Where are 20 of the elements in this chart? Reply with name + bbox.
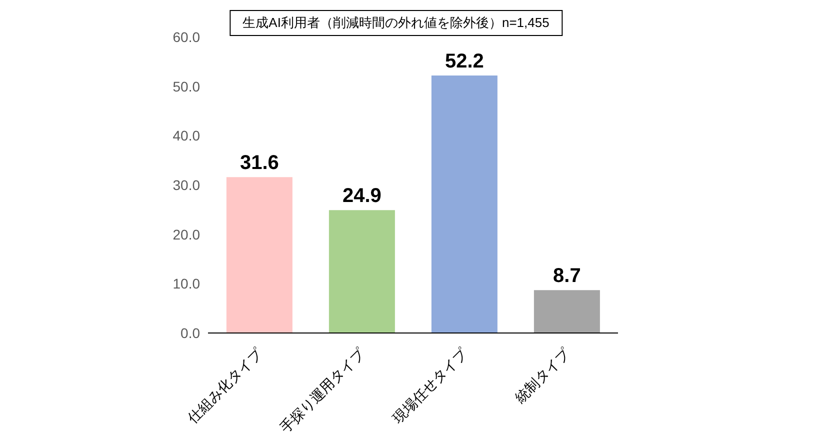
bar bbox=[431, 75, 498, 333]
x-tick-label: 仕組み化タイプ bbox=[184, 344, 266, 427]
data-label: 24.9 bbox=[342, 185, 382, 208]
y-tick-label: 0.0 bbox=[180, 324, 200, 341]
y-tick-label: 30.0 bbox=[172, 176, 200, 193]
x-tick-label: 現場任せタイプ bbox=[389, 344, 471, 426]
y-tick-label: 10.0 bbox=[172, 276, 200, 292]
x-tick-label: 手探り運用タイプ bbox=[276, 344, 368, 436]
x-tick-label: 統制タイプ bbox=[512, 344, 574, 406]
chart-title: 生成AI利用者（削減時間の外れ値を除外後）n=1,455 bbox=[230, 10, 562, 36]
data-label: 31.6 bbox=[240, 152, 279, 174]
bar bbox=[534, 290, 600, 333]
bar bbox=[226, 177, 292, 333]
y-tick-label: 40.0 bbox=[172, 128, 200, 144]
data-label: 52.2 bbox=[444, 50, 484, 72]
bar bbox=[328, 210, 395, 333]
y-tick-label: 50.0 bbox=[172, 78, 200, 94]
y-tick-label: 20.0 bbox=[172, 226, 200, 242]
y-tick-label: 60.0 bbox=[172, 28, 200, 45]
data-label: 8.7 bbox=[553, 265, 581, 288]
